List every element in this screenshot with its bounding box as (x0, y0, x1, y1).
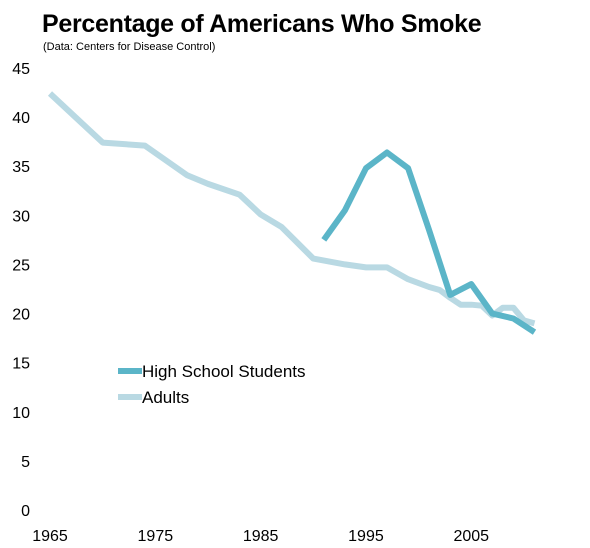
legend-label-high-school-students: High School Students (142, 362, 306, 381)
x-tick-label: 1965 (32, 528, 68, 545)
y-tick-label: 25 (12, 257, 30, 274)
y-tick-label: 0 (21, 503, 30, 520)
x-tick-label: 1995 (348, 528, 384, 545)
y-tick-label: 10 (12, 405, 30, 422)
series-line-high-school-students (321, 149, 537, 335)
chart-subtitle: (Data: Centers for Disease Control) (43, 41, 216, 53)
y-tick-label: 20 (12, 307, 30, 324)
chart-title: Percentage of Americans Who Smoke (42, 10, 482, 38)
y-axis-ticks: 0 5 10 15 20 25 30 35 40 45 (12, 61, 30, 520)
legend-label-adults: Adults (142, 388, 189, 407)
y-tick-label: 15 (12, 356, 30, 373)
x-tick-label: 2005 (453, 528, 489, 545)
x-tick-label: 1985 (243, 528, 279, 545)
legend: High School Students Adults (118, 362, 306, 407)
y-tick-label: 45 (12, 61, 30, 78)
y-tick-label: 30 (12, 208, 30, 225)
y-tick-label: 35 (12, 159, 30, 176)
x-tick-label: 1975 (138, 528, 174, 545)
y-tick-label: 5 (21, 454, 30, 471)
x-axis-ticks: 1965 1975 1985 1995 2005 (32, 528, 489, 545)
series-lines (47, 91, 537, 335)
y-tick-label: 40 (12, 110, 30, 127)
